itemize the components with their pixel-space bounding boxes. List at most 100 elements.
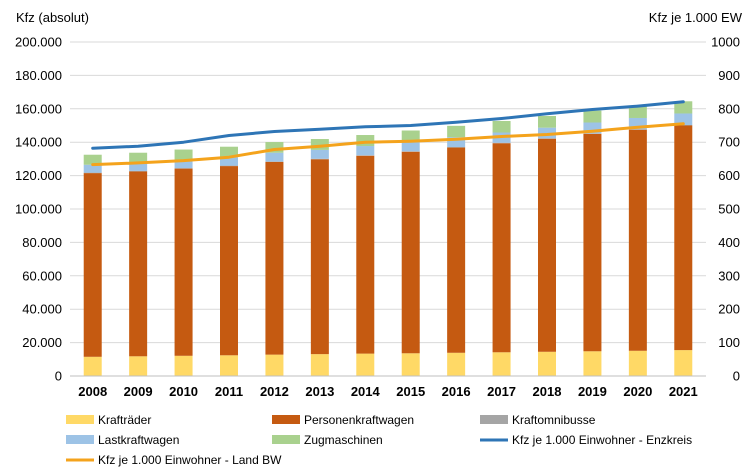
bar-segment [356,155,375,156]
bar-segment [538,138,556,139]
bar-segment [310,159,329,355]
bar-segment [538,127,556,139]
bar-segment [356,353,375,376]
x-tick-label: 2009 [124,384,153,399]
bar-segment [129,170,148,172]
bar-segment [447,137,466,148]
bar-segment [174,149,193,160]
bar-segment [401,151,420,354]
legend-label: Krafträder [98,413,151,427]
bar-segment [220,166,238,356]
bar-segment [401,151,420,152]
left-tick-label: 80.000 [22,235,62,250]
x-tick-label: 2018 [533,384,562,399]
bar-segment [310,354,329,376]
bar-segment [220,165,238,167]
bar-segment [83,172,102,174]
legend-label: Personenkraftwagen [304,413,414,427]
x-tick-label: 2019 [578,384,607,399]
x-tick-label: 2008 [78,384,107,399]
x-tick-label: 2014 [351,384,381,399]
bar-segment [174,159,193,169]
gridlines [70,41,706,344]
x-tick-label: 2012 [260,384,289,399]
right-tick-label: 300 [718,268,740,283]
bar-segment [628,105,647,118]
bar-segment [265,152,284,162]
left-tick-label: 160.000 [15,101,62,116]
right-tick-label: 100 [718,335,740,350]
legend-label: Kfz je 1.000 Einwohner - Land BW [98,453,282,467]
legend-label: Zugmaschinen [304,433,383,447]
left-tick-label: 40.000 [22,302,62,317]
bar-segment [538,115,556,128]
right-tick-label: 200 [718,302,740,317]
right-tick-label: 1000 [711,35,740,50]
bar-segment [447,352,466,376]
bar-segment [265,161,284,355]
left-tick-label: 120.000 [15,168,62,183]
legend-label: Lastkraftwagen [98,433,179,447]
right-tick-label: 900 [718,68,740,83]
legend-swatch [272,415,300,424]
bar-segment [356,135,375,147]
bar-segment [356,146,375,156]
right-axis-title: Kfz je 1.000 EW [649,10,743,25]
bar-segment [265,142,284,153]
bar-segment [220,157,238,166]
bar-segment [174,168,193,169]
legend-label: Kraftomnibusse [512,413,596,427]
series-line [91,100,685,150]
legend: Krafträder Personenkraftwagen Kraftomnibus… [66,413,692,467]
bar-segment [220,355,238,376]
bar-segment [583,122,602,134]
x-tick-label: 2015 [396,384,425,399]
right-axis-ticks: 0 100 200 300 400 500 600 700 800 900 1000 [711,35,740,384]
bar-segment [220,146,238,158]
x-tick-label: 2013 [305,384,334,399]
bar-segment [492,142,511,144]
legend-swatch [272,435,300,444]
right-tick-label: 0 [733,369,740,384]
lines [91,100,685,167]
x-tick-label: 2020 [623,384,652,399]
bar-segment [129,356,148,376]
bar-segment [492,120,511,133]
left-tick-label: 60.000 [22,268,62,283]
bar-segment [174,355,193,376]
right-tick-label: 800 [718,101,740,116]
bar-segment [583,110,602,123]
bar-segment [447,147,466,353]
bar-segment [265,354,284,376]
x-tick-label: 2011 [215,384,243,399]
x-axis-ticks: 2008 2009 2010 2011 2012 2013 2014 2015 2016 2017… [78,384,697,399]
bar-segment [129,171,148,357]
bar-segment [83,356,102,376]
legend-swatch [66,415,94,424]
bar-segment [310,139,329,150]
bar-segment [628,129,647,130]
bar-segment [447,147,466,148]
bar-segment [83,164,102,173]
bar-segment [401,353,420,376]
bar-segment [310,149,329,159]
legend-label: Kfz je 1.000 Einwohner - Enzkreis [512,433,692,447]
bar-segment [674,113,693,125]
left-tick-label: 0 [55,369,62,384]
bar-segment [401,141,420,152]
right-tick-label: 400 [718,235,740,250]
bar-segment [583,133,602,134]
series-line [91,122,685,167]
bar-segment [538,138,556,352]
x-tick-label: 2010 [169,384,198,399]
bar-segment [129,162,148,171]
left-tick-label: 180.000 [15,68,62,83]
bar-segment [83,173,102,357]
bar-segment [674,101,693,114]
bar-segment [447,125,466,138]
x-tick-label: 2016 [442,384,471,399]
left-tick-label: 20.000 [22,335,62,350]
x-tick-label: 2017 [487,384,516,399]
legend-swatch [66,435,94,444]
